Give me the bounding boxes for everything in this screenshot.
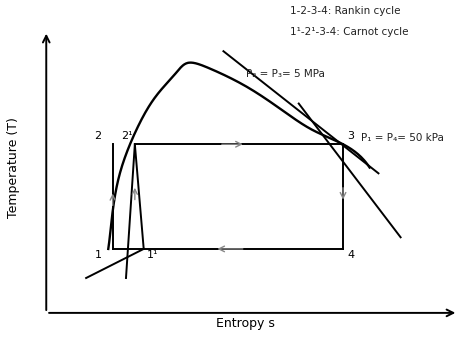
Text: 4: 4 [347,250,355,261]
Text: 1¹: 1¹ [147,250,159,261]
Text: 1: 1 [95,250,101,261]
Text: P₁ = P₄= 50 kPa: P₁ = P₄= 50 kPa [361,133,444,144]
Text: 1-2-3-4: Rankin cycle: 1-2-3-4: Rankin cycle [290,6,401,16]
Text: P₂ = P₃= 5 MPa: P₂ = P₃= 5 MPa [246,69,325,80]
Text: 1¹-2¹-3-4: Carnot cycle: 1¹-2¹-3-4: Carnot cycle [290,27,409,37]
Text: 2¹: 2¹ [121,131,133,141]
X-axis label: Entropy s: Entropy s [216,317,275,330]
Text: 2: 2 [94,131,101,141]
Text: 3: 3 [347,131,355,141]
Y-axis label: Temperature (T): Temperature (T) [7,117,20,218]
